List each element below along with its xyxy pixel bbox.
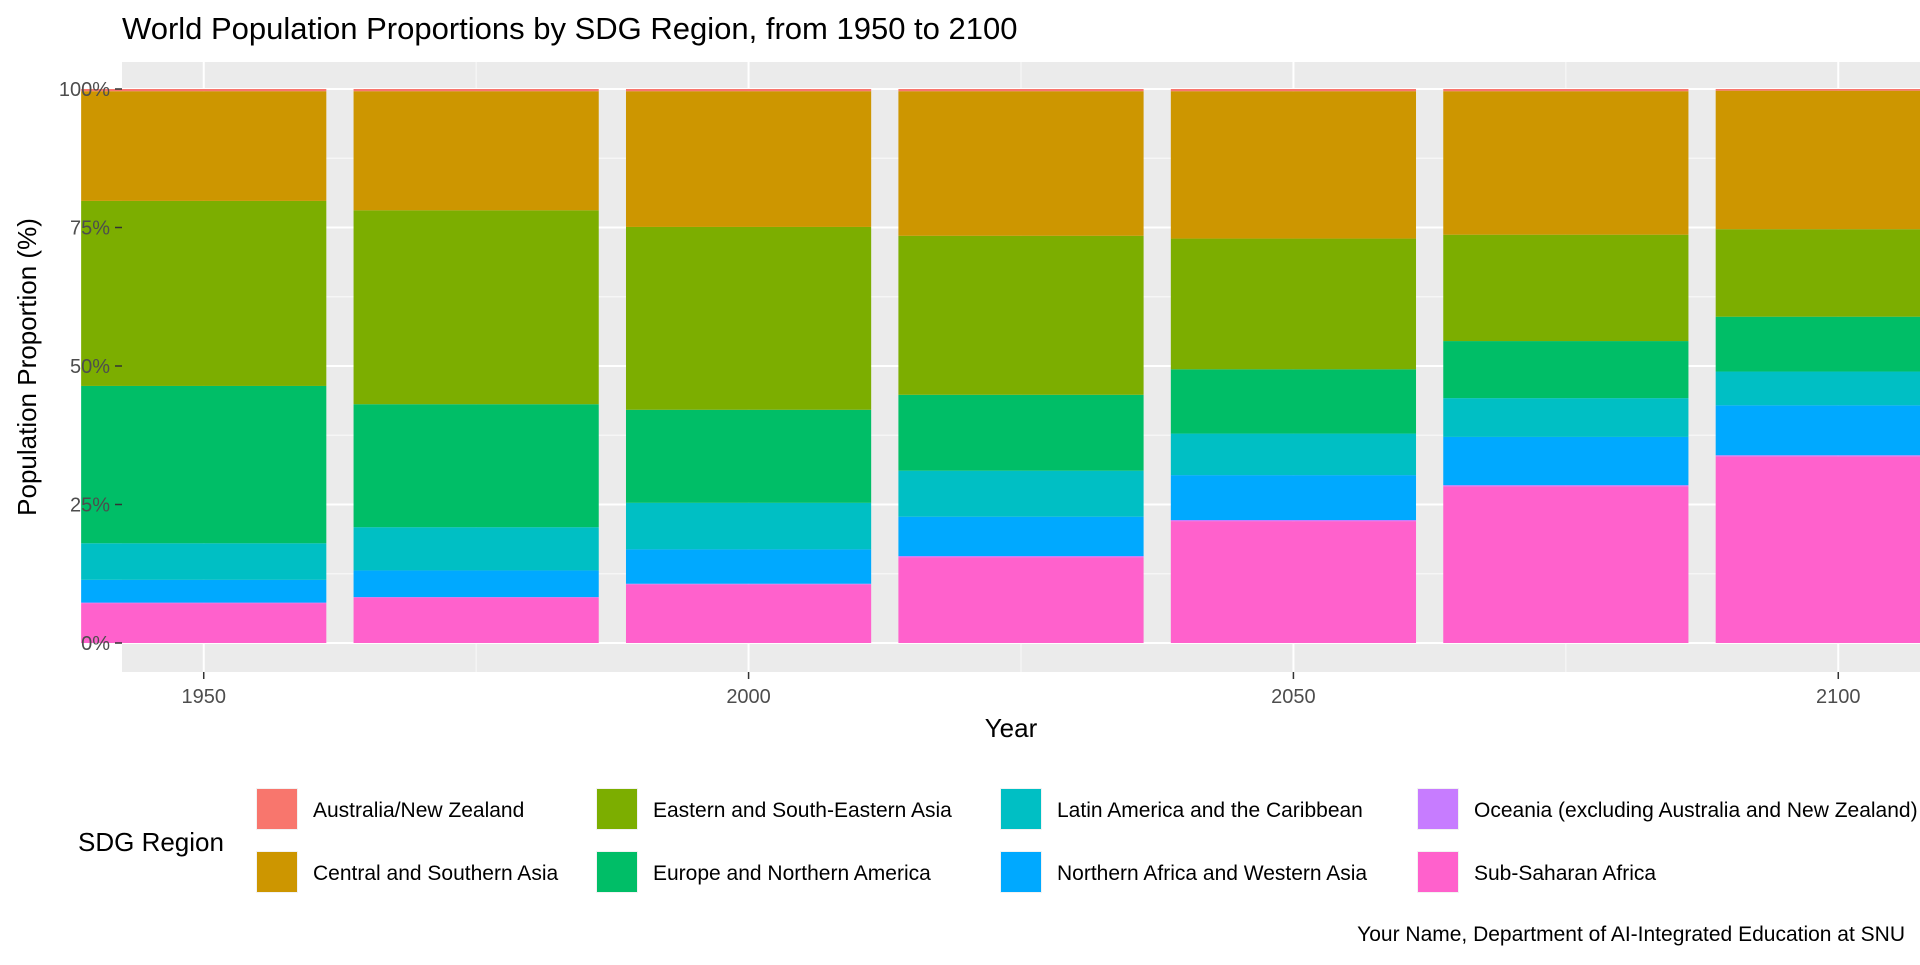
bar-segment-oceania-excluding-australia-and-new-zealand-2100 — [1715, 455, 1920, 457]
bar-segment-europe-and-northern-america-2100 — [1715, 316, 1920, 372]
bar-segment-sub-saharan-africa-2000 — [625, 584, 872, 643]
x-tick-label: 2100 — [1816, 686, 1861, 708]
legend-label-sub-saharan-africa: Sub-Saharan Africa — [1474, 862, 1656, 885]
bar-segment-northern-africa-and-western-asia-2075 — [1443, 436, 1689, 486]
bar-segment-europe-and-northern-america-2000 — [625, 409, 872, 503]
bar-segment-sub-saharan-africa-1975 — [353, 597, 599, 643]
legend-label-eastern-and-south-eastern-asia: Eastern and South-Eastern Asia — [653, 799, 952, 822]
bar-segment-europe-and-northern-america-2025 — [898, 394, 1144, 471]
bar-segment-latin-america-and-the-caribbean-1950 — [81, 543, 327, 580]
y-axis-label: Population Proportion (%) — [12, 218, 42, 516]
bar-segment-latin-america-and-the-caribbean-2075 — [1443, 398, 1689, 437]
bar-segment-northern-africa-and-western-asia-2025 — [898, 516, 1144, 557]
bar-segment-australia-new-zealand-1950 — [81, 89, 327, 92]
bar-segment-latin-america-and-the-caribbean-2100 — [1715, 371, 1920, 406]
bar-segment-central-and-southern-asia-2075 — [1443, 91, 1689, 235]
bar-segment-australia-new-zealand-2100 — [1715, 89, 1920, 91]
bar-segment-eastern-and-south-eastern-asia-2100 — [1715, 229, 1920, 317]
bar-segment-oceania-excluding-australia-and-new-zealand-2025 — [898, 556, 1144, 558]
bar-segment-northern-africa-and-western-asia-1975 — [353, 570, 599, 598]
legend-label-europe-and-northern-america: Europe and Northern America — [653, 862, 931, 885]
legend-swatch-northern-africa-and-western-asia — [1001, 852, 1041, 892]
bar-segment-australia-new-zealand-2075 — [1443, 89, 1689, 92]
legend-swatch-australia-new-zealand — [257, 789, 297, 829]
chart-caption: Your Name, Department of AI-Integrated E… — [1357, 923, 1905, 946]
y-tick-label: 0% — [81, 633, 110, 655]
legend-swatch-latin-america-and-the-caribbean — [1001, 789, 1041, 829]
bar-segment-northern-africa-and-western-asia-2050 — [1170, 475, 1417, 521]
legend-label-northern-africa-and-western-asia: Northern Africa and Western Asia — [1057, 862, 1367, 885]
x-tick-label: 1950 — [181, 686, 226, 708]
legend-swatch-eastern-and-south-eastern-asia — [597, 789, 637, 829]
bar-segment-europe-and-northern-america-1950 — [81, 385, 327, 544]
legend-swatch-sub-saharan-africa — [1418, 852, 1458, 892]
bar-segment-eastern-and-south-eastern-asia-2075 — [1443, 234, 1689, 342]
legend-title: SDG Region — [78, 827, 224, 857]
bar-segment-central-and-southern-asia-2000 — [625, 91, 872, 227]
bar-segment-oceania-excluding-australia-and-new-zealand-1975 — [353, 597, 599, 598]
bar-segment-oceania-excluding-australia-and-new-zealand-2000 — [625, 583, 872, 585]
bar-segment-australia-new-zealand-2000 — [625, 89, 872, 92]
bar-segment-central-and-southern-asia-2025 — [898, 91, 1144, 236]
x-tick-label: 2050 — [1271, 686, 1316, 708]
bar-segment-central-and-southern-asia-2100 — [1715, 90, 1920, 230]
bar-segment-eastern-and-south-eastern-asia-2025 — [898, 235, 1144, 395]
bar-segment-sub-saharan-africa-2050 — [1170, 521, 1417, 643]
y-tick-label: 75% — [70, 218, 110, 240]
bar-segment-australia-new-zealand-2025 — [898, 89, 1144, 92]
bar-segment-oceania-excluding-australia-and-new-zealand-2050 — [1170, 520, 1417, 522]
bar-segment-australia-new-zealand-2050 — [1170, 89, 1417, 92]
bar-segment-australia-new-zealand-1975 — [353, 89, 599, 92]
bar-segment-eastern-and-south-eastern-asia-2050 — [1170, 238, 1417, 370]
chart-title: World Population Proportions by SDG Regi… — [122, 11, 1018, 46]
bar-segment-northern-africa-and-western-asia-2000 — [625, 549, 872, 584]
bar-segment-latin-america-and-the-caribbean-2000 — [625, 502, 872, 550]
y-tick-label: 100% — [59, 79, 110, 101]
bar-segment-latin-america-and-the-caribbean-2025 — [898, 470, 1144, 517]
bars — [81, 89, 1920, 643]
bar-segment-sub-saharan-africa-1950 — [81, 603, 327, 643]
bar-segment-central-and-southern-asia-1975 — [353, 91, 599, 211]
bar-segment-europe-and-northern-america-2050 — [1170, 369, 1417, 434]
x-axis-label: Year — [985, 713, 1038, 743]
bar-segment-sub-saharan-africa-2100 — [1715, 456, 1920, 643]
legend-swatch-central-and-southern-asia — [257, 852, 297, 892]
y-tick-label: 25% — [70, 495, 110, 517]
bar-segment-latin-america-and-the-caribbean-2050 — [1170, 433, 1417, 476]
bar-segment-central-and-southern-asia-1950 — [81, 91, 327, 201]
legend-label-central-and-southern-asia: Central and Southern Asia — [313, 862, 558, 885]
bar-segment-central-and-southern-asia-2050 — [1170, 91, 1417, 239]
legend-swatch-oceania-excluding-australia-and-new-zealand — [1418, 789, 1458, 829]
legend-label-latin-america-and-the-caribbean: Latin America and the Caribbean — [1057, 799, 1363, 822]
bar-segment-europe-and-northern-america-2075 — [1443, 341, 1689, 399]
bar-segment-eastern-and-south-eastern-asia-2000 — [625, 226, 872, 410]
x-tick-label: 2000 — [726, 686, 771, 708]
bar-segment-sub-saharan-africa-2075 — [1443, 486, 1689, 643]
legend-swatch-europe-and-northern-america — [597, 852, 637, 892]
bar-segment-europe-and-northern-america-1975 — [353, 404, 599, 528]
legend-label-oceania-excluding-australia-and-new-zealand: Oceania (excluding Australia and New Zea… — [1474, 799, 1918, 822]
bar-segment-northern-africa-and-western-asia-1950 — [81, 579, 327, 603]
bar-segment-latin-america-and-the-caribbean-1975 — [353, 527, 599, 571]
bar-segment-northern-africa-and-western-asia-2100 — [1715, 405, 1920, 456]
axis-ticks: 0% 25% 50% 75% 100% 1950 2000 2050 2100 — [59, 79, 1861, 708]
bar-segment-oceania-excluding-australia-and-new-zealand-2075 — [1443, 485, 1689, 487]
bar-segment-sub-saharan-africa-2025 — [898, 557, 1144, 643]
legend-label-australia-new-zealand: Australia/New Zealand — [313, 799, 524, 822]
bar-segment-oceania-excluding-australia-and-new-zealand-1950 — [81, 602, 327, 604]
bar-segment-eastern-and-south-eastern-asia-1975 — [353, 210, 599, 405]
legend: Australia/New Zealand Central and Souther… — [256, 788, 1918, 893]
bar-segment-eastern-and-south-eastern-asia-1950 — [81, 200, 327, 386]
y-tick-label: 50% — [70, 356, 110, 378]
